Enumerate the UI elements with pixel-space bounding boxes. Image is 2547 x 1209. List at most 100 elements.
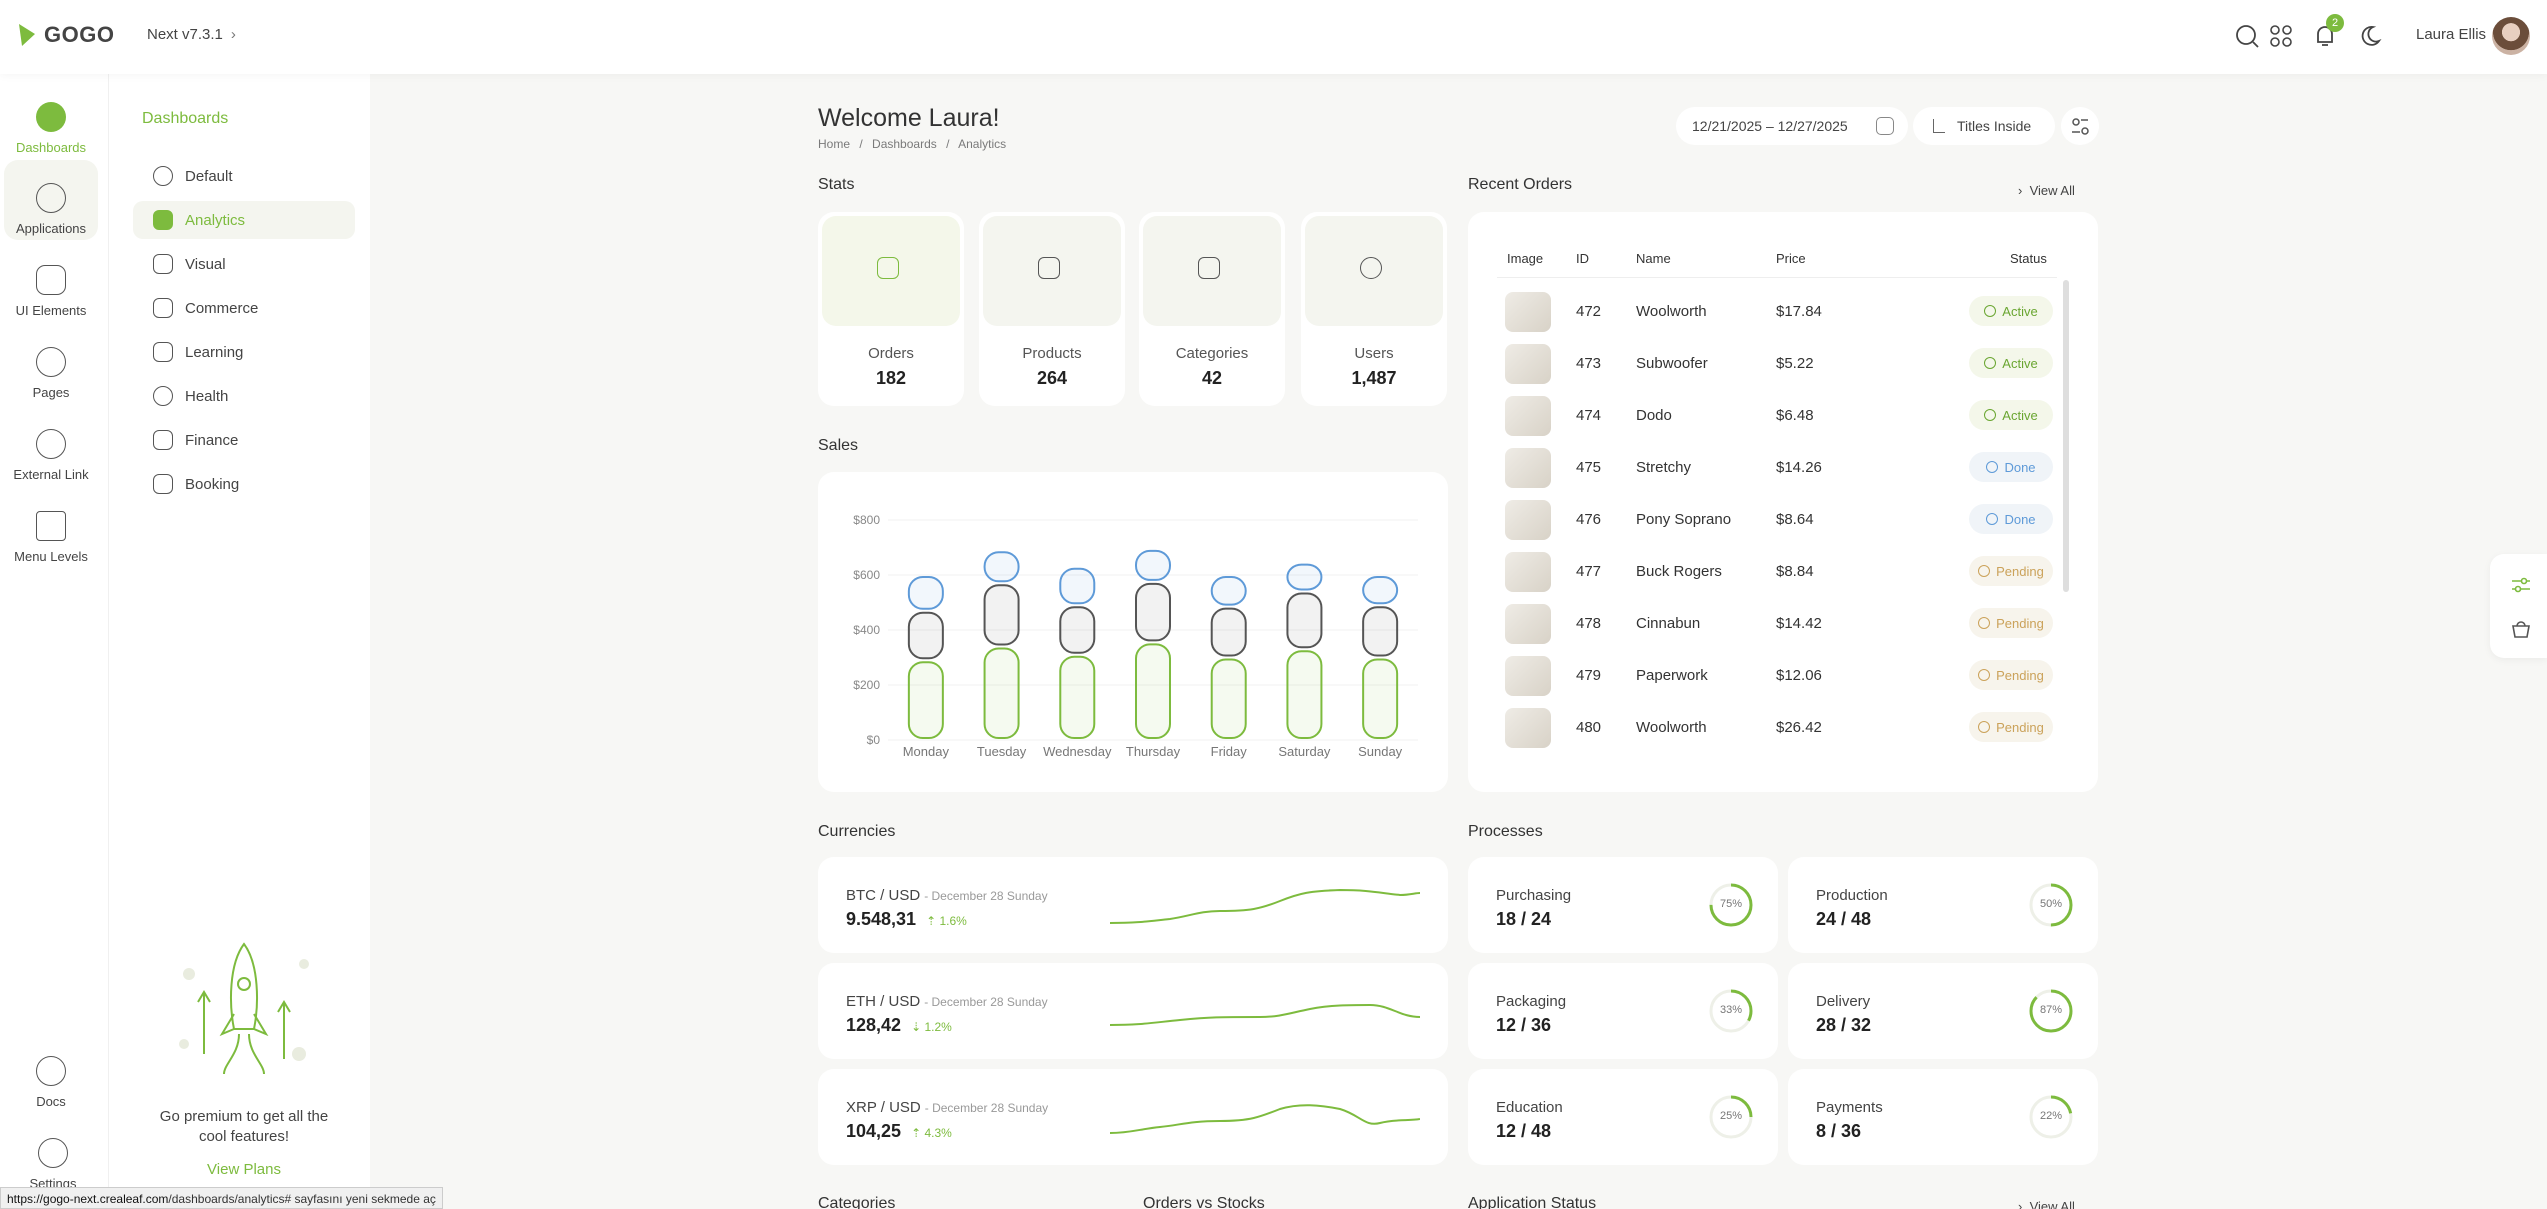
column-header-price[interactable]: Price xyxy=(1776,251,1806,266)
rail-item-pages[interactable]: Pages xyxy=(0,347,102,400)
bar-segment[interactable] xyxy=(983,551,1020,583)
breadcrumb-analytics[interactable]: Analytics xyxy=(958,137,1007,151)
bar-segment[interactable] xyxy=(983,647,1020,739)
stat-card-orders[interactable]: Orders 182 xyxy=(818,212,964,406)
avatar[interactable] xyxy=(2492,17,2530,55)
basket-icon[interactable] xyxy=(2510,618,2532,640)
table-row[interactable]: 477 Buck Rogers $8.84 Pending xyxy=(1497,546,2057,598)
process-percent: 87% xyxy=(2039,1004,2063,1016)
column-header-image[interactable]: Image xyxy=(1507,251,1544,266)
date-range-picker[interactable]: 12/21/2025 – 12/27/2025 xyxy=(1676,107,1908,145)
submenu-item-analytics[interactable]: Analytics xyxy=(133,201,355,239)
bar-segment[interactable] xyxy=(907,576,944,610)
bar-segment[interactable] xyxy=(1210,658,1247,739)
chat-icon xyxy=(36,347,66,377)
currency-card-eth[interactable]: ETH / USD - December 28 Sunday 128,42 ⇣ 1.… xyxy=(818,963,1448,1059)
bar-segment[interactable] xyxy=(1286,650,1323,739)
rail-item-settings[interactable]: Settings xyxy=(2,1138,104,1191)
stat-icon-box xyxy=(1143,216,1281,326)
bar-segment[interactable] xyxy=(1362,658,1399,739)
bar-segment[interactable] xyxy=(907,661,944,739)
bar-segment[interactable] xyxy=(1362,606,1399,657)
order-name: Stretchy xyxy=(1636,459,1692,476)
table-row[interactable]: 473 Subwoofer $5.22 Active xyxy=(1497,338,2057,390)
bar-segment[interactable] xyxy=(1135,549,1171,581)
currency-card-btc[interactable]: BTC / USD - December 28 Sunday 9.548,31 ⇡ … xyxy=(818,857,1448,953)
rail-item-dashboards[interactable]: Dashboards xyxy=(0,102,102,155)
rail-item-docs[interactable]: Docs xyxy=(0,1056,102,1109)
process-percent: 50% xyxy=(2039,898,2063,910)
stat-card-products[interactable]: Products 264 xyxy=(979,212,1125,406)
tree-icon xyxy=(36,511,66,541)
table-row[interactable]: 474 Dodo $6.48 Active xyxy=(1497,390,2057,442)
column-header-name[interactable]: Name xyxy=(1636,251,1671,266)
bar-segment[interactable] xyxy=(1210,607,1247,657)
breadcrumb-separator: / xyxy=(946,137,950,151)
search-icon[interactable] xyxy=(2233,22,2261,50)
column-header-id[interactable]: ID xyxy=(1576,251,1589,266)
submenu-item-health[interactable]: Health xyxy=(133,377,355,415)
submenu-item-commerce[interactable]: Commerce xyxy=(133,289,355,327)
xrp-sparkline xyxy=(1110,1104,1420,1134)
bar-segment[interactable] xyxy=(1135,582,1171,642)
table-row[interactable]: 480 Woolworth $26.42 Pending xyxy=(1497,702,2057,754)
currency-card-xrp[interactable]: XRP / USD - December 28 Sunday 104,25 ⇡ 4.… xyxy=(818,1069,1448,1165)
moon-icon[interactable] xyxy=(2355,22,2383,50)
sliders-icon[interactable] xyxy=(2510,574,2532,596)
submenu-item-booking[interactable]: Booking xyxy=(133,465,355,503)
breadcrumb-dashboards[interactable]: Dashboards xyxy=(872,137,937,151)
table-row[interactable]: 478 Cinnabun $14.42 Pending xyxy=(1497,598,2057,650)
titles-inside-button[interactable]: Titles Inside xyxy=(1913,107,2055,145)
version-selector[interactable]: Next v7.3.1 › xyxy=(147,26,236,43)
table-row[interactable]: 479 Paperwork $12.06 Pending xyxy=(1497,650,2057,702)
submenu-item-visual[interactable]: Visual xyxy=(133,245,355,283)
process-card-packaging[interactable]: Packaging 12 / 36 33% xyxy=(1468,963,1778,1059)
logo[interactable]: GOGO xyxy=(16,22,114,48)
orders-scrollbar[interactable] xyxy=(2063,280,2069,592)
bar-segment[interactable] xyxy=(1059,567,1096,605)
bar-segment[interactable] xyxy=(1286,592,1323,649)
apps-icon[interactable] xyxy=(2267,22,2295,50)
column-header-status[interactable]: Status xyxy=(2010,251,2047,266)
rail-item-external-link[interactable]: External Link xyxy=(0,429,102,482)
table-row[interactable]: 475 Stretchy $14.26 Done xyxy=(1497,442,2057,494)
user-name[interactable]: Laura Ellis xyxy=(2416,26,2487,43)
stat-card-categories[interactable]: Categories 42 xyxy=(1139,212,1285,406)
rail-item-applications[interactable]: Applications xyxy=(0,183,102,236)
breadcrumb-home[interactable]: Home xyxy=(818,137,851,151)
customize-icon[interactable] xyxy=(2061,107,2099,145)
process-card-payments[interactable]: Payments 8 / 36 22% xyxy=(1788,1069,2098,1165)
process-percent: 75% xyxy=(1719,898,1743,910)
process-value: 18 / 24 xyxy=(1496,909,1552,929)
table-row[interactable]: 472 Woolworth $17.84 Active xyxy=(1497,286,2057,338)
process-card-delivery[interactable]: Delivery 28 / 32 87% xyxy=(1788,963,2098,1059)
table-row[interactable]: 476 Pony Soprano $8.64 Done xyxy=(1497,494,2057,546)
order-id: 476 xyxy=(1576,511,1602,528)
bar-segment[interactable] xyxy=(983,584,1020,646)
submenu-item-learning[interactable]: Learning xyxy=(133,333,355,371)
process-card-production[interactable]: Production 24 / 48 50% xyxy=(1788,857,2098,953)
bar-segment[interactable] xyxy=(1210,576,1247,606)
bar-segment[interactable] xyxy=(1135,643,1171,739)
bar-segment[interactable] xyxy=(907,611,944,660)
bar-segment[interactable] xyxy=(1059,606,1096,654)
status-path: /dashboards/analytics# sayfasını yeni se… xyxy=(168,1192,436,1206)
submenu-item-finance[interactable]: Finance xyxy=(133,421,355,459)
currency-change: ⇡ 4.3% xyxy=(911,1126,952,1140)
view-plans-link[interactable]: View Plans xyxy=(207,1161,281,1178)
submenu-item-default[interactable]: Default xyxy=(133,157,355,195)
rail-item-menu-levels[interactable]: Menu Levels xyxy=(0,511,102,564)
bar-segment[interactable] xyxy=(1362,576,1399,605)
process-card-education[interactable]: Education 12 / 48 25% xyxy=(1468,1069,1778,1165)
bar-segment[interactable] xyxy=(1286,563,1323,591)
bar-segment[interactable] xyxy=(1059,655,1096,739)
view-all-label: View All xyxy=(2029,183,2075,198)
status-label: Pending xyxy=(1996,719,2044,735)
rail-item-ui-elements[interactable]: UI Elements xyxy=(0,265,102,318)
orders-view-all-link[interactable]: › View All xyxy=(2018,183,2075,198)
application-status-view-all-link[interactable]: › View All xyxy=(2018,1199,2075,1209)
stat-card-users[interactable]: Users 1,487 xyxy=(1301,212,1447,406)
process-card-purchasing[interactable]: Purchasing 18 / 24 75% xyxy=(1468,857,1778,953)
status-icon xyxy=(1984,409,1997,421)
submenu-item-label: Commerce xyxy=(185,299,259,317)
